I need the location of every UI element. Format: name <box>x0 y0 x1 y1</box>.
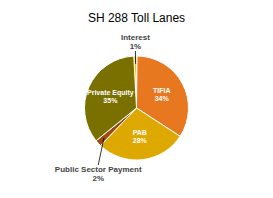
html-text:SH 288 Toll Lanes: SH 288 Toll Lanes <box>87 11 186 25</box>
svg-text:Private Equity35%: Private Equity35% <box>87 89 134 104</box>
svg-text:Public Sector Payment2%: Public Sector Payment2% <box>55 165 142 183</box>
svg-text:PAB28%: PAB28% <box>133 129 148 144</box>
svg-text:TIFIA34%: TIFIA34% <box>153 87 171 102</box>
svg-text:Interest1%: Interest1% <box>121 33 150 51</box>
